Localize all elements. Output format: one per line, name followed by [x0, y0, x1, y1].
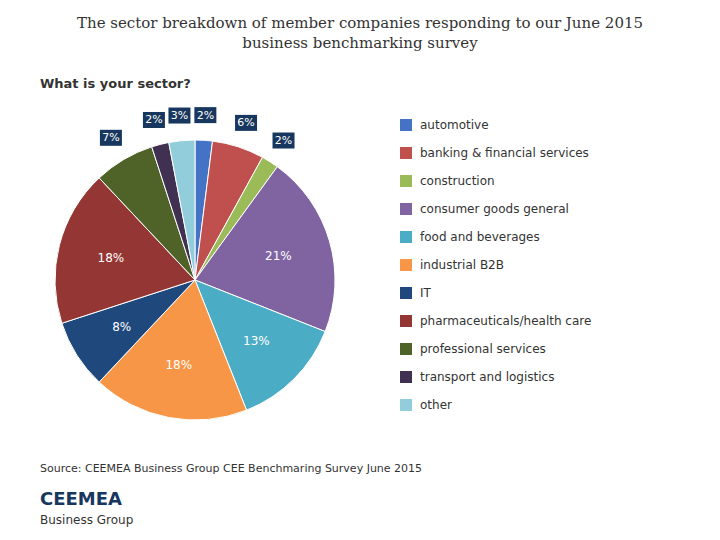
legend-label: other [420, 398, 452, 412]
legend-swatch [400, 175, 412, 187]
logo: CEEMEA [40, 488, 122, 509]
legend: automotive banking & financial services co… [400, 118, 591, 412]
legend-label: automotive [420, 118, 489, 132]
data-label: 6% [237, 116, 254, 129]
label-box [143, 112, 165, 128]
legend-swatch [400, 371, 412, 383]
legend-swatch [400, 343, 412, 355]
label-box [194, 107, 216, 123]
label-box [100, 130, 122, 146]
data-label: 13% [243, 334, 270, 348]
legend-swatch [400, 259, 412, 271]
logo-subtitle: Business Group [40, 513, 133, 527]
title-line: The sector breakdown of member companies… [77, 14, 643, 32]
data-label: 18% [98, 251, 125, 265]
legend-swatch [400, 315, 412, 327]
legend-label: consumer goods general [420, 202, 569, 216]
data-label: 21% [265, 249, 292, 263]
legend-label: banking & financial services [420, 146, 589, 160]
legend-swatch [400, 287, 412, 299]
data-label: 7% [102, 131, 119, 144]
pie [55, 140, 335, 420]
legend-label: IT [420, 286, 432, 300]
label-box [168, 108, 190, 124]
title-line: business benchmarking survey [242, 34, 478, 52]
data-label: 8% [112, 320, 131, 334]
label-box [273, 133, 295, 149]
title: The sector breakdown of member companies… [77, 14, 643, 52]
source-note: Source: CEEMEA Business Group CEE Benchm… [40, 462, 422, 475]
data-label: 18% [165, 358, 192, 372]
legend-swatch [400, 147, 412, 159]
slice [169, 140, 195, 280]
legend-label: professional services [420, 342, 546, 356]
data-label: 3% [171, 109, 188, 122]
legend-label: pharmaceuticals/health care [420, 314, 591, 328]
legend-swatch [400, 399, 412, 411]
legend-swatch [400, 203, 412, 215]
legend-label: industrial B2B [420, 258, 504, 272]
data-labels: 2% 6% 2% 21% 13% 18% 8% 18% 7% 2% 3% [98, 107, 295, 372]
data-label: 2% [145, 113, 162, 126]
label-box [235, 115, 257, 131]
legend-swatch [400, 119, 412, 131]
data-label: 2% [275, 134, 292, 147]
data-label: 2% [197, 109, 214, 122]
chart: The sector breakdown of member companies… [0, 0, 720, 540]
legend-label: food and beverages [420, 230, 540, 244]
legend-label: transport and logistics [420, 370, 554, 384]
subtitle: What is your sector? [40, 76, 191, 91]
legend-label: construction [420, 174, 495, 188]
legend-swatch [400, 231, 412, 243]
